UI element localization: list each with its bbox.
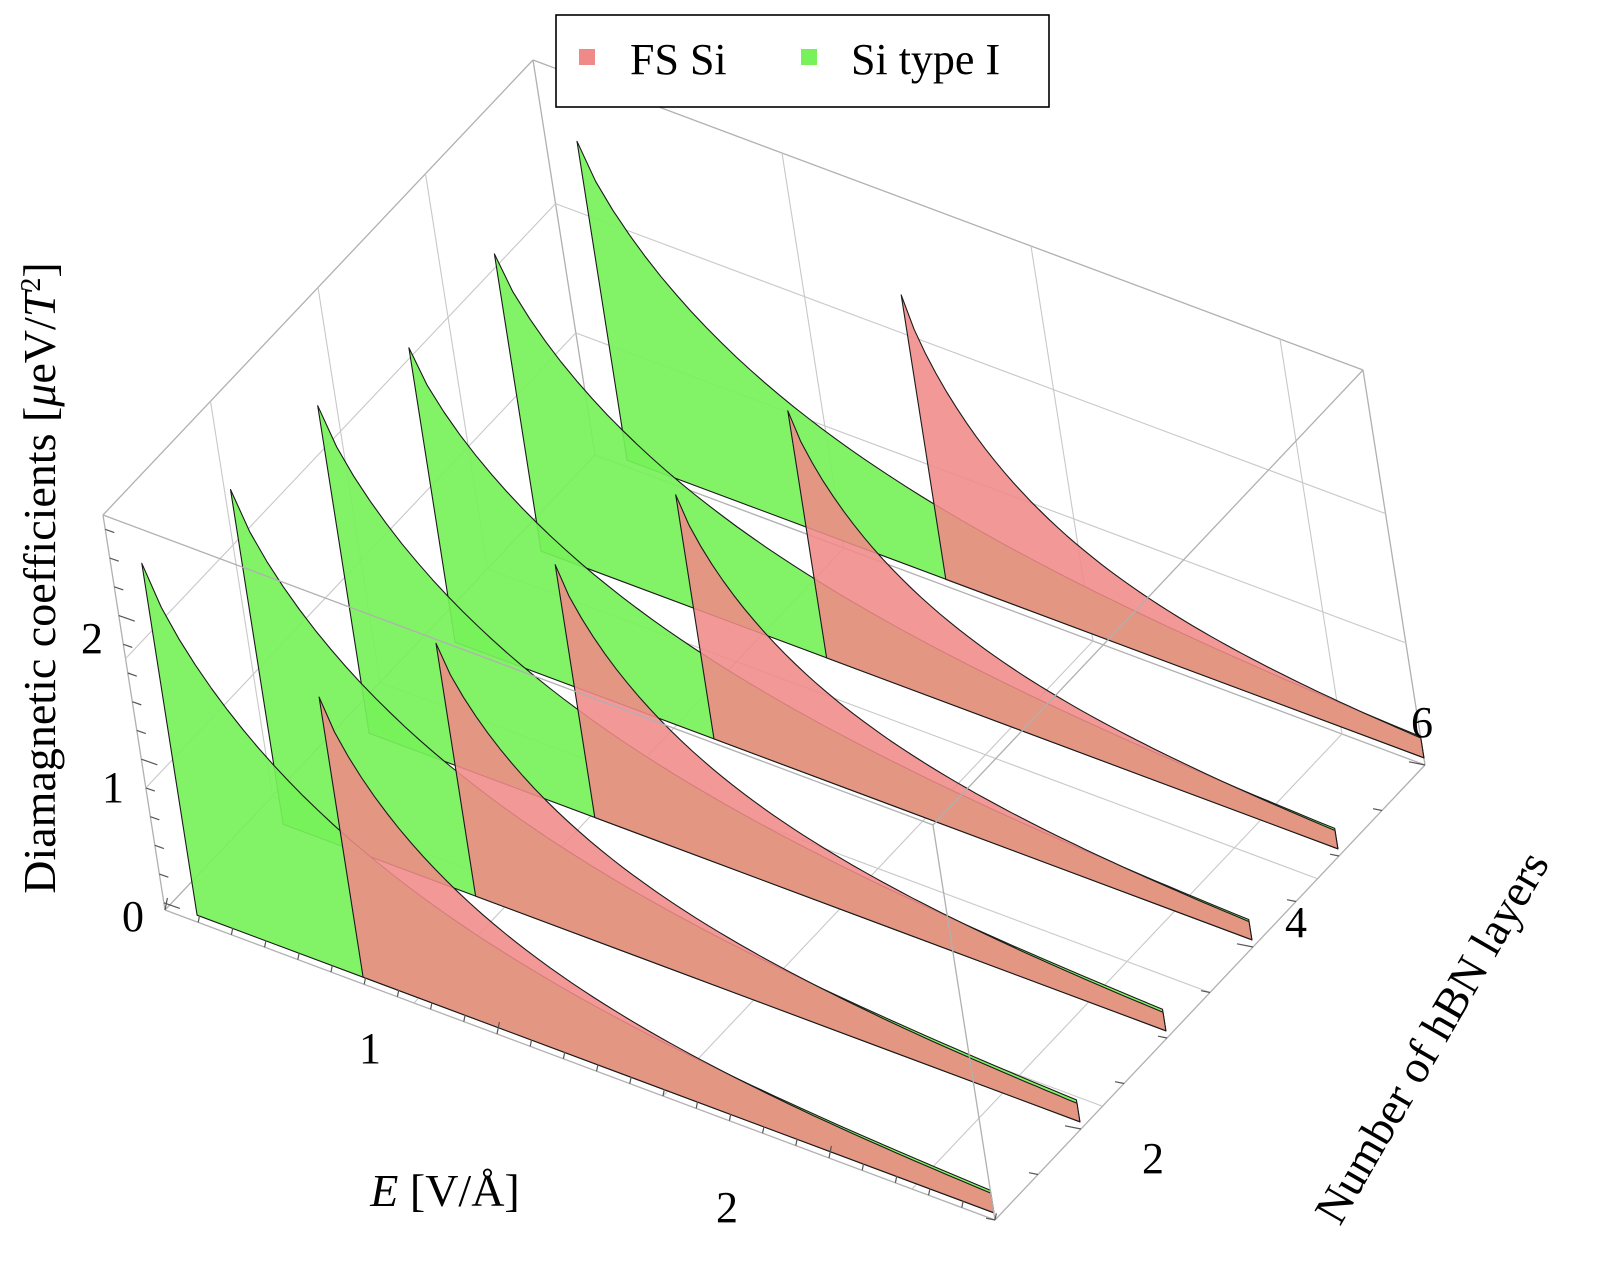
e-axis-minor-tick [197, 915, 201, 923]
fs-si-curve-layers-6 [900, 294, 1425, 759]
box-edge-front-top [102, 514, 934, 826]
legend-label-fs-si: FS Si [630, 35, 727, 84]
layers-axis-minor-tick [1329, 853, 1340, 857]
layers-axis-major-tick [1064, 1125, 1082, 1130]
z-axis-major-tick [141, 758, 158, 766]
e-axis-minor-tick [795, 1138, 798, 1146]
e-axis-major-tick [828, 1145, 832, 1159]
z-axis-minor-tick [136, 729, 147, 735]
z-axis-major-tick [118, 614, 135, 622]
z-axis-minor-tick [154, 844, 165, 850]
e-axis-major-tick [496, 1021, 500, 1035]
y-axis-label: Number of hBN layers [1304, 843, 1558, 1232]
layers-axis-minor-tick [1114, 1081, 1125, 1085]
e-axis-minor-tick [728, 1113, 732, 1121]
fs-si-curve-layers-2 [435, 642, 1081, 1123]
axis-ticks [105, 528, 1426, 1221]
e-axis-minor-tick [928, 1188, 931, 1196]
box-edge-back-top [532, 59, 1364, 371]
x-axis-label-symbol: E [369, 1165, 398, 1216]
z-axis-label: Diamagnetic coefficients [μeV/T2] [14, 262, 65, 893]
e-axis-minor-tick [363, 977, 367, 985]
layers-axis-minor-tick [1200, 990, 1211, 994]
e-axis-minor-tick [596, 1064, 599, 1072]
z-tick-label-1: 1 [102, 763, 124, 812]
layers-axis-minor-tick [985, 1217, 996, 1221]
layers-axis-minor-tick [1286, 899, 1297, 903]
left-wall-gridline-layers [209, 401, 274, 797]
e-axis-minor-tick [894, 1175, 898, 1183]
e-axis-minor-tick [562, 1051, 566, 1059]
z-axis-label-mu: μ [14, 384, 65, 408]
e-axis-minor-tick [629, 1076, 632, 1084]
e-axis-minor-tick [861, 1163, 865, 1171]
curtain-layer [141, 140, 1425, 1214]
x-axis-label: E [V/Å] [369, 1165, 519, 1216]
legend: FS Si Si type I [555, 14, 1050, 108]
layers-axis-minor-tick [1157, 1035, 1168, 1039]
z-axis-label-exp: 2 [16, 278, 47, 292]
fs-si-curve-layers-3 [554, 564, 1167, 1032]
z-tick-label-0: 0 [122, 892, 144, 941]
z-axis-label-t: T [14, 288, 65, 317]
fs-si-curve-layers-4 [675, 494, 1253, 941]
z-axis-label-prefix: Diamagnetic coefficients [ [14, 407, 65, 894]
z-axis-label-close: ] [14, 262, 65, 277]
e-axis-minor-tick [762, 1126, 765, 1134]
layers-axis-minor-tick [1028, 1172, 1039, 1176]
layers-axis-major-tick [1408, 761, 1426, 766]
e-axis-minor-tick [297, 952, 300, 960]
box-edge-left-corner [102, 514, 166, 911]
fs-si-curve-layers-5 [787, 410, 1339, 850]
box-edge-front-corner [932, 824, 996, 1221]
y-tick-label-2: 2 [1142, 1134, 1164, 1183]
e-axis-minor-tick [230, 927, 234, 935]
z-axis-minor-tick [127, 672, 137, 677]
e-axis-minor-tick [396, 989, 400, 997]
box-front-frame [102, 369, 1426, 1221]
z-axis-minor-tick [145, 787, 156, 792]
e-axis-minor-tick [264, 940, 267, 948]
z-axis-minor-tick [114, 586, 124, 591]
z-tick-label-2: 2 [81, 614, 103, 663]
e-axis-minor-tick [330, 965, 333, 973]
e-axis-minor-tick [463, 1014, 466, 1022]
box-edge-right-corner [1362, 369, 1426, 766]
e-axis-minor-tick [662, 1089, 665, 1097]
box-edge-back-bottom [594, 454, 1426, 766]
layers-axis-major-tick [1236, 943, 1254, 948]
layers-axis-minor-tick [1372, 808, 1383, 812]
legend-label-si-type-i: Si type I [851, 35, 1000, 84]
legend-swatch-fs-si [579, 49, 595, 65]
e-axis-minor-tick [994, 1213, 997, 1221]
box-edge-right-top [932, 369, 1364, 826]
z-axis-minor-tick [105, 528, 115, 534]
e-axis-minor-tick [529, 1039, 533, 1047]
z-axis-minor-tick [123, 643, 133, 648]
e-axis-minor-tick [961, 1200, 964, 1208]
x-axis-label-unit: [V/Å] [398, 1165, 519, 1216]
back-wall-gridline-z [555, 203, 1386, 515]
z-axis-label-unit: eV/ [14, 317, 65, 384]
left-wall-gridline-z [125, 203, 556, 660]
x-tick-label-2: 2 [716, 1183, 738, 1232]
box-edge-back-corner [532, 59, 596, 456]
e-axis-minor-tick [430, 1002, 433, 1010]
z-axis-major-tick [163, 902, 181, 909]
x-tick-label-1: 1 [359, 1024, 381, 1073]
z-axis-minor-tick [159, 873, 169, 878]
box-edge-front-bottom [164, 909, 996, 1221]
y-tick-label-6: 6 [1411, 698, 1433, 747]
z-axis-minor-tick [109, 557, 119, 562]
fs-si-curve-layers-1 [318, 696, 995, 1214]
e-axis-minor-tick [695, 1101, 699, 1109]
z-axis-minor-tick [132, 701, 142, 706]
z-axis-minor-tick [150, 816, 160, 821]
back-wall-gridline-e [1279, 338, 1343, 735]
y-tick-label-4: 4 [1285, 898, 1307, 947]
legend-swatch-si-type-i [801, 49, 817, 65]
